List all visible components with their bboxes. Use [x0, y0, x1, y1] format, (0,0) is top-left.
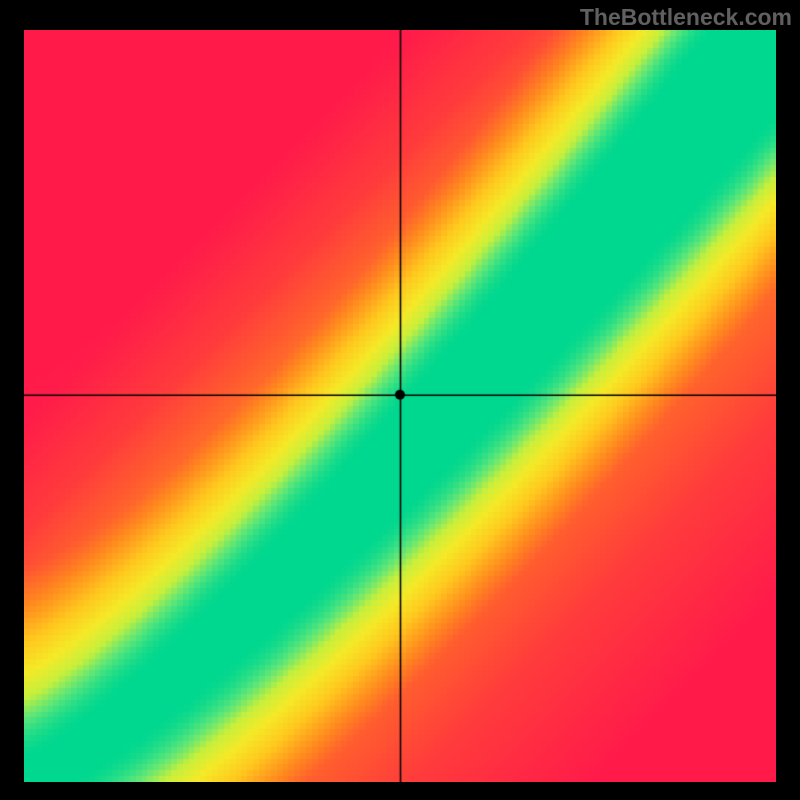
watermark-text: TheBottleneck.com [580, 4, 792, 31]
crosshair-overlay [24, 30, 776, 782]
plot-area [24, 30, 776, 782]
chart-frame: TheBottleneck.com [0, 0, 800, 800]
